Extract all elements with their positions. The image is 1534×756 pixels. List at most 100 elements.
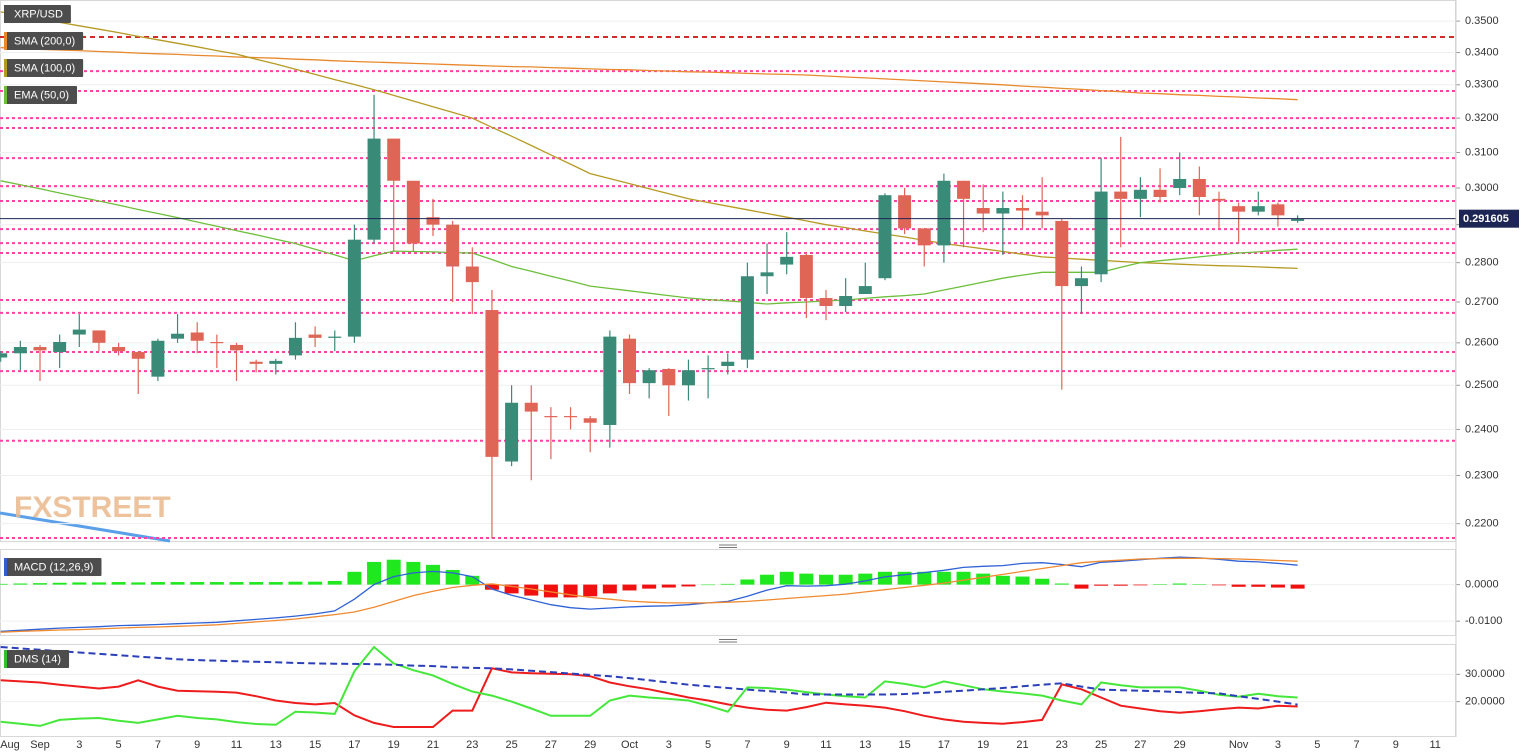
histogram-bar — [819, 574, 833, 585]
legend-item: XRP/USD — [4, 5, 71, 23]
candle-body — [269, 360, 283, 364]
x-tick-label: 9 — [784, 739, 790, 751]
legend-swatch — [4, 86, 7, 104]
candle-body — [898, 195, 912, 229]
histogram-bar — [524, 584, 539, 596]
candle-body — [230, 344, 243, 351]
candle-body — [917, 228, 931, 246]
candle-body — [564, 416, 578, 418]
panel-grip[interactable] — [719, 544, 737, 548]
x-tick-label: 21 — [427, 739, 439, 751]
legend-box — [4, 59, 84, 77]
y-tick-label: -0.0100 — [1465, 615, 1502, 627]
histogram-bar — [111, 582, 126, 585]
histogram-bar — [170, 582, 185, 585]
candle-body — [33, 347, 47, 351]
candle-body — [465, 266, 479, 283]
histogram-bar — [877, 571, 892, 585]
x-tick-label: 7 — [1353, 739, 1359, 751]
y-tick-label: 0.2200 — [1465, 518, 1499, 530]
series-line — [0, 645, 1298, 727]
histogram-bar — [0, 583, 8, 585]
legend-label: EMA (50,0) — [14, 89, 69, 101]
y-tick-label: 0.2800 — [1465, 257, 1499, 269]
histogram-bar — [1270, 584, 1285, 588]
histogram-bar — [131, 582, 146, 585]
candle-body — [524, 402, 538, 412]
candle-body — [681, 370, 695, 386]
legend-item: SMA (100,0) — [4, 59, 84, 77]
legend-item: MACD (12,26,9) — [4, 558, 102, 576]
histogram-bar — [622, 584, 637, 591]
candle-body — [13, 347, 27, 354]
x-tick-label: 19 — [977, 739, 989, 751]
last-price-label: 0.291605 — [1463, 213, 1509, 225]
candle-body — [1114, 191, 1128, 199]
candle-body — [112, 347, 126, 352]
legend-label: SMA (100,0) — [14, 62, 75, 74]
candle-body — [839, 295, 853, 307]
candle-body — [0, 353, 8, 358]
histogram-bar — [1094, 584, 1109, 586]
y-tick-label: 0.2700 — [1465, 296, 1499, 308]
candle-body — [1055, 220, 1069, 287]
y-tick-label: 0.3400 — [1465, 46, 1499, 58]
candle-body — [819, 297, 833, 307]
histogram-bar — [386, 559, 401, 585]
x-tick-label: 21 — [1016, 739, 1028, 751]
candle-body — [760, 272, 774, 277]
x-tick-label: 11 — [820, 739, 831, 751]
histogram-bar — [33, 583, 47, 585]
legend-label: SMA (200,0) — [14, 35, 75, 47]
y-tick-label: 0.3000 — [1465, 182, 1499, 194]
histogram-bar — [1290, 584, 1305, 589]
candle-body — [878, 195, 892, 279]
histogram-bar — [13, 583, 28, 585]
legend-item: DMS (14) — [4, 650, 70, 668]
histogram-bar — [799, 573, 814, 585]
histogram-bar — [1133, 584, 1148, 586]
candle-body — [642, 370, 656, 384]
legend-box — [4, 5, 71, 23]
legend-swatch — [4, 5, 7, 23]
candle-body — [1212, 198, 1226, 201]
panel-grip[interactable] — [719, 639, 737, 643]
legend-swatch — [4, 558, 7, 576]
x-tick-label: 17 — [938, 739, 950, 751]
histogram-bar — [268, 582, 283, 585]
candle-body — [1232, 206, 1246, 212]
x-tick-label: 9 — [194, 739, 200, 751]
x-tick-label: 13 — [270, 739, 282, 751]
x-tick-label: 13 — [859, 739, 871, 751]
histogram-bar — [72, 582, 87, 585]
legend-swatch — [4, 59, 7, 77]
candle-body — [92, 330, 106, 343]
histogram-bar — [367, 561, 382, 585]
candle-body — [406, 180, 420, 244]
histogram-bar — [209, 582, 224, 585]
legend-box — [4, 650, 70, 668]
candle-body — [1074, 278, 1088, 287]
legend-label: MACD (12,26,9) — [14, 561, 93, 573]
histogram-bar — [583, 584, 598, 597]
series-line — [0, 47, 1298, 101]
histogram-bar — [976, 573, 991, 585]
y-tick-label: 0.2600 — [1465, 337, 1499, 349]
x-tick-label: 23 — [1056, 739, 1068, 751]
histogram-bar — [288, 581, 303, 585]
histogram-bar — [249, 582, 264, 585]
legend-item: SMA (200,0) — [4, 32, 84, 50]
y-tick-label: 0.3100 — [1465, 146, 1499, 158]
candle-body — [53, 342, 67, 353]
candle-body — [1271, 204, 1285, 216]
histogram-bar — [1054, 583, 1069, 585]
last-price-box — [1459, 209, 1519, 228]
histogram-bar — [1212, 584, 1226, 586]
candle-body — [1192, 178, 1206, 198]
x-tick-label: 11 — [231, 739, 242, 751]
y-tick-label: 0.2400 — [1465, 423, 1499, 435]
candle-body — [583, 418, 597, 423]
legend-label: DMS (14) — [14, 653, 61, 665]
